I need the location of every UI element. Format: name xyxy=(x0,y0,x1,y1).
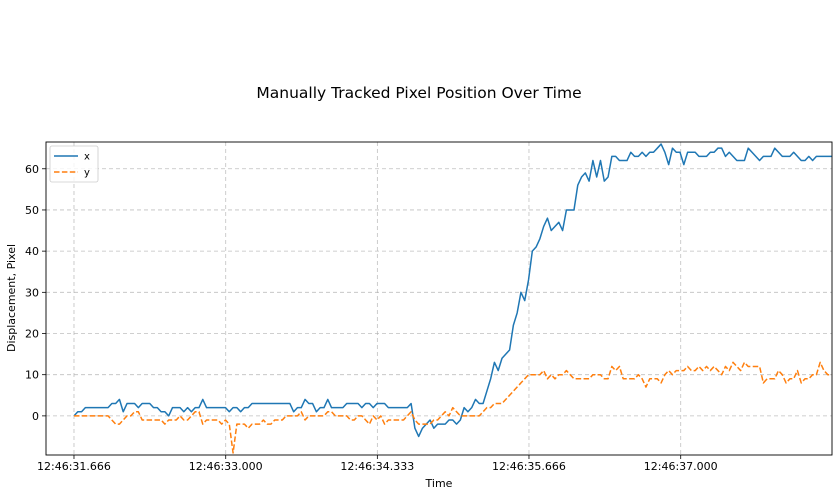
legend-label-y: y xyxy=(84,168,90,179)
legend-label-x: x xyxy=(84,152,90,163)
y-tick-label: 40 xyxy=(25,245,39,258)
ticks: 12:46:31.666 12:46:33.000 12:46:34.333 12:4… xyxy=(25,163,718,473)
y-tick-label: 10 xyxy=(25,369,39,382)
x-tick-label: 12:46:34.333 xyxy=(340,460,414,473)
legend-box xyxy=(49,145,99,183)
y-tick-label: 50 xyxy=(25,204,39,217)
x-axis-label: Time xyxy=(425,477,453,490)
plot-frame xyxy=(45,141,833,456)
y-tick-label: 0 xyxy=(32,410,39,423)
series-layer xyxy=(73,143,832,454)
x-tick-label: 12:46:33.000 xyxy=(189,460,263,473)
y-tick-label: 60 xyxy=(25,163,39,176)
series-line-y xyxy=(73,361,832,454)
x-tick-label: 12:46:37.000 xyxy=(644,460,718,473)
legend: xy xyxy=(49,145,99,183)
grid xyxy=(46,142,832,455)
y-tick-label: 30 xyxy=(25,286,39,299)
series-line-x xyxy=(73,143,832,438)
chart-title: Manually Tracked Pixel Position Over Tim… xyxy=(256,84,581,102)
x-tick-label: 12:46:35.666 xyxy=(492,460,566,473)
y-tick-label: 20 xyxy=(25,328,39,341)
x-tick-label: 12:46:31.666 xyxy=(37,460,111,473)
y-axis-label: Displacement, Pixel xyxy=(5,244,18,352)
